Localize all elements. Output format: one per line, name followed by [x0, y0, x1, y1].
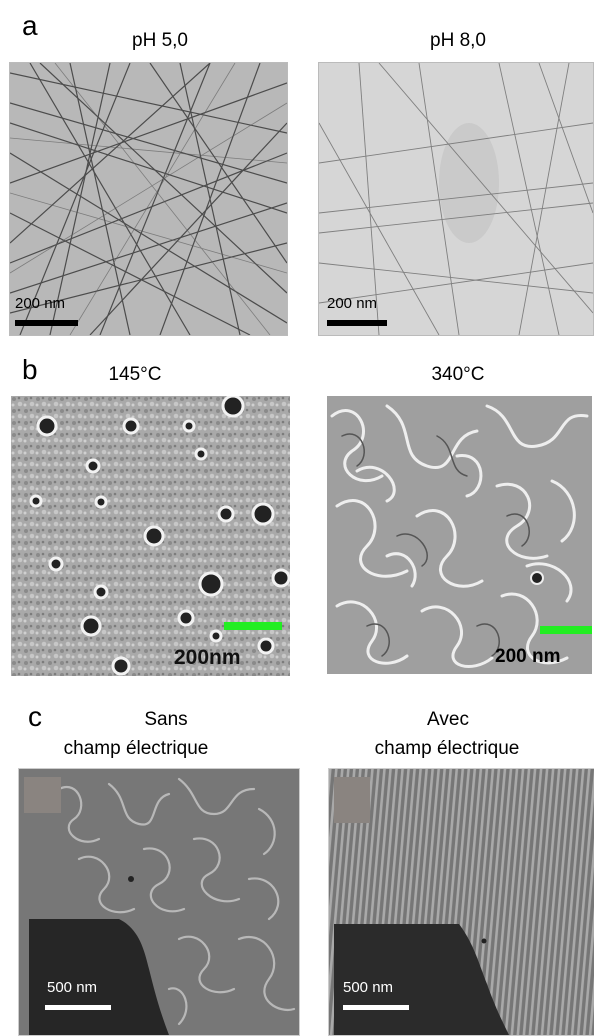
- scale-label-a-left: 200 nm: [15, 295, 66, 312]
- micrograph-with-field: 500 nm: [328, 768, 594, 1036]
- micrograph-no-field: 500 nm: [18, 768, 300, 1036]
- scale-bar-a-left: [15, 320, 78, 326]
- panel-c-left-title-line2: champ électrique: [63, 738, 209, 759]
- micrograph-ph8: 200 nm: [318, 62, 594, 336]
- panel-letter-a: a: [22, 10, 38, 41]
- scale-bar-b-right: [540, 626, 592, 634]
- panel-b-left-title: 145°C: [108, 364, 162, 385]
- panel-c-left-title-line1: Sans: [144, 709, 188, 730]
- micrograph-340c: 200 nm: [327, 396, 592, 674]
- panel-a-left-title: pH 5,0: [132, 30, 188, 51]
- scale-label-b-left: 200nm: [174, 646, 241, 669]
- scale-bar-b-left: [224, 622, 282, 630]
- panel-b-right-title: 340°C: [431, 364, 485, 385]
- scale-bar-c-left: [45, 1005, 111, 1010]
- panel-letter-b: b: [22, 354, 38, 385]
- panel-a-right-title: pH 8,0: [430, 30, 486, 51]
- panel-letter-c: c: [28, 701, 42, 732]
- panel-c-right-title-line1: Avec: [427, 709, 469, 730]
- scale-label-c-left: 500 nm: [47, 979, 98, 996]
- scale-label-b-right: 200 nm: [495, 646, 561, 667]
- micrograph-ph5: 200 nm: [9, 62, 288, 336]
- scale-label-c-right: 500 nm: [343, 979, 394, 996]
- scale-bar-c-right: [343, 1005, 409, 1010]
- scale-bar-a-right: [327, 320, 387, 326]
- panel-c-right-title-line2: champ électrique: [374, 738, 520, 759]
- scale-label-a-right: 200 nm: [327, 295, 378, 312]
- micrograph-145c: 200nm: [11, 396, 290, 676]
